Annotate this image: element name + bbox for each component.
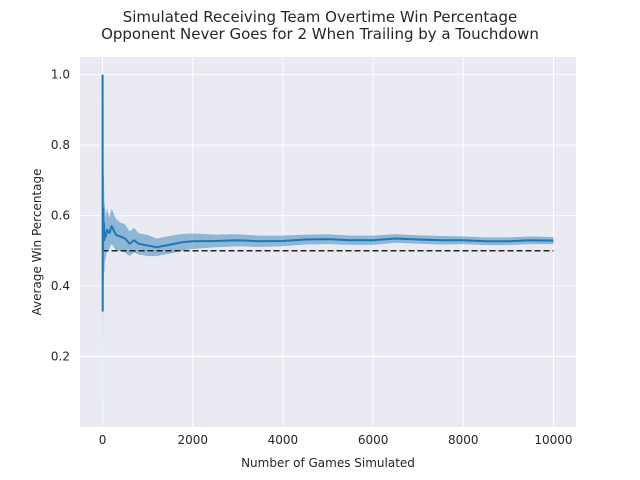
x-tick-label: 10000 <box>534 433 572 447</box>
series-lines <box>101 74 554 312</box>
y-tick-label: 0.8 <box>51 138 70 152</box>
series-line <box>101 74 554 312</box>
x-tick-label: 4000 <box>268 433 299 447</box>
chart-title-line-1: Simulated Receiving Team Overtime Win Pe… <box>122 8 518 26</box>
x-tick-labels: 0 2000 4000 6000 8000 10000 <box>99 433 573 447</box>
y-axis-label: Average Win Percentage <box>30 169 44 316</box>
x-axis-label: Number of Games Simulated <box>241 456 415 470</box>
chart-title-line-2: Opponent Never Goes for 2 When Trailing … <box>101 25 539 43</box>
x-tick-label: 2000 <box>177 433 208 447</box>
x-tick-label: 6000 <box>358 433 389 447</box>
y-tick-label: 1.0 <box>51 68 70 82</box>
y-tick-label: 0.2 <box>51 350 70 364</box>
x-tick-label: 8000 <box>448 433 479 447</box>
y-tick-label: 0.4 <box>51 279 70 293</box>
y-tick-label: 0.6 <box>51 209 70 223</box>
grid-lines <box>80 57 576 427</box>
x-tick-label: 0 <box>99 433 107 447</box>
y-tick-labels: 0.2 0.4 0.6 0.8 1.0 <box>51 68 70 364</box>
